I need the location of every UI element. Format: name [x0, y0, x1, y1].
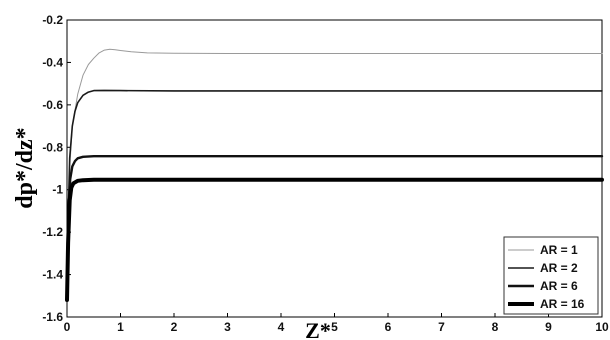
legend-label: AR = 1: [540, 243, 578, 257]
legend: AR = 1 AR = 2 AR = 6 AR = 16: [503, 236, 599, 315]
series-line-1: [66, 48, 603, 267]
x-tick-label: 1: [117, 320, 124, 334]
y-tick-label: -0.6: [42, 98, 63, 112]
x-tick-label: 6: [385, 320, 392, 334]
y-tick-label: -1.2: [42, 225, 63, 239]
y-tick-label: -1: [52, 183, 63, 197]
x-tick-label: 5: [331, 320, 338, 334]
series-line-2: [66, 89, 603, 265]
series-line-4: [65, 177, 604, 302]
legend-label: AR = 2: [540, 261, 578, 275]
x-tick-label: 3: [224, 320, 231, 334]
y-axis-title: dp*/dz*: [12, 127, 38, 208]
x-tick-label: 2: [171, 320, 178, 334]
y-tick-label: -0.8: [42, 140, 63, 154]
x-tick-label: 9: [545, 320, 552, 334]
y-tick-label: -0.2: [42, 13, 63, 27]
x-tick-label: 7: [438, 320, 445, 334]
x-tick-label: 10: [595, 320, 609, 334]
series-layer: [65, 48, 604, 302]
y-tick-label: -0.4: [42, 55, 63, 69]
x-axis-ticks: 0 1 2 3 4 5 6 7 8 9 10: [64, 313, 609, 334]
x-axis-title: Z*: [305, 318, 331, 340]
y-axis-ticks: -0.2 -0.4 -0.6 -0.8 -1 -1.2 -1.4 -1.6: [42, 13, 71, 324]
legend-label: AR = 16: [540, 297, 585, 311]
x-tick-label: 4: [278, 320, 285, 334]
x-tick-label: 0: [64, 320, 71, 334]
y-tick-label: -1.6: [42, 310, 63, 324]
y-tick-label: -1.4: [42, 268, 63, 282]
legend-label: AR = 6: [540, 279, 578, 293]
x-tick-label: 8: [492, 320, 499, 334]
